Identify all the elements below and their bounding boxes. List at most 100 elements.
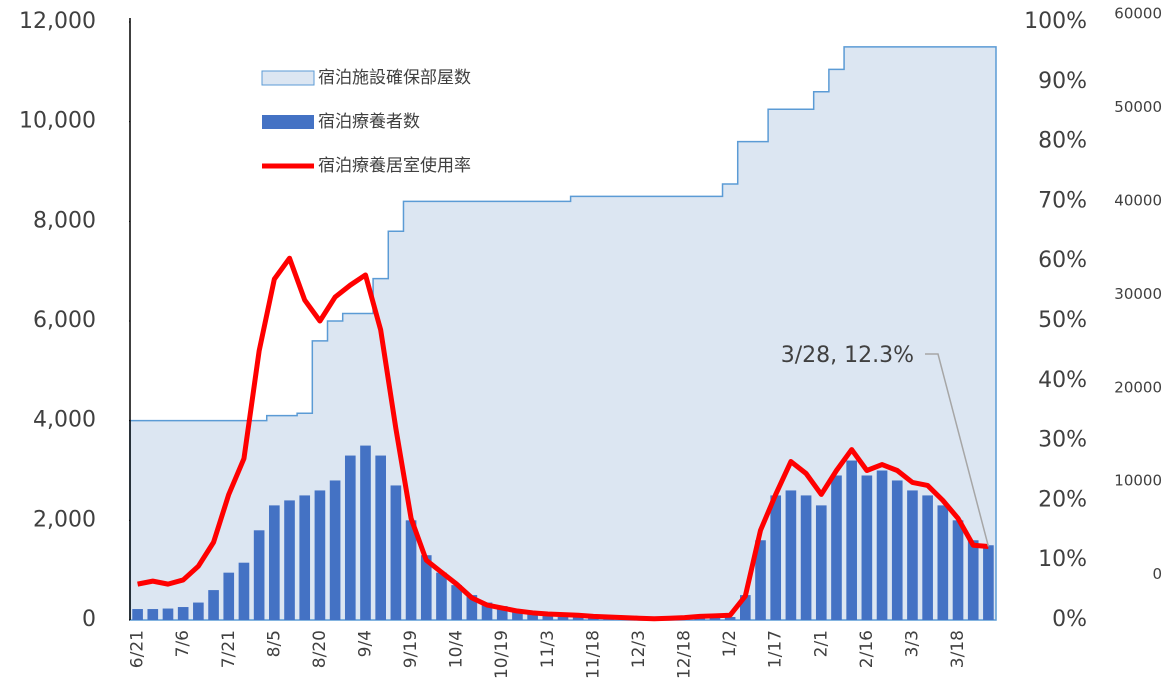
y2-tick-label: 80% <box>1038 129 1087 154</box>
bar <box>922 495 933 620</box>
bar <box>588 618 599 620</box>
bar <box>253 530 265 620</box>
bar <box>208 590 219 620</box>
bar <box>299 495 311 620</box>
bar <box>344 455 356 620</box>
legend-label: 宿泊療養者数 <box>318 112 420 132</box>
bar <box>451 585 462 620</box>
y3-tick-label: 20000 <box>1114 378 1162 396</box>
x-tick-label: 3/18 <box>948 630 968 668</box>
legend-swatch <box>261 70 315 86</box>
bar <box>390 485 402 620</box>
bar <box>193 602 204 620</box>
y-tick-label: 10,000 <box>19 109 96 134</box>
y2-tick-label: 70% <box>1038 188 1087 213</box>
x-tick-label: 12/18 <box>675 630 695 679</box>
x-tick-label: 1/2 <box>720 630 740 657</box>
annotation: 3/28, 12.3% <box>781 343 914 368</box>
y3-tick-label: 10000 <box>1114 472 1162 490</box>
x-tick-label: 11/3 <box>538 630 558 668</box>
bar <box>496 606 508 620</box>
bar <box>694 618 706 620</box>
bar <box>420 555 432 620</box>
y2-tick-label: 60% <box>1038 248 1087 273</box>
bar <box>527 613 538 620</box>
y2-tick-label: 100% <box>1024 9 1087 34</box>
x-tick-label: 6/21 <box>128 630 148 668</box>
y2-tick-label: 90% <box>1038 69 1087 94</box>
x-tick-label: 8/5 <box>264 630 284 657</box>
legend-swatch <box>262 115 314 129</box>
bar <box>572 617 584 620</box>
y-tick-label: 6,000 <box>33 308 96 333</box>
x-tick-label: 10/19 <box>492 630 512 679</box>
y2-tick-label: 50% <box>1038 308 1087 333</box>
bar <box>405 520 417 620</box>
bar <box>223 572 235 620</box>
bar <box>709 617 721 620</box>
y-tick-label: 8,000 <box>33 208 96 233</box>
x-tick-label: 10/4 <box>447 630 467 668</box>
y2-tick-label: 30% <box>1038 428 1087 453</box>
bar <box>861 475 873 620</box>
x-tick-label: 2/1 <box>811 630 831 657</box>
x-tick-label: 12/3 <box>629 630 649 668</box>
y2-tick-label: 0% <box>1052 607 1087 632</box>
bar <box>967 540 979 620</box>
bar <box>755 540 766 620</box>
bar <box>147 609 159 620</box>
rate-line <box>137 255 989 622</box>
x-tick-label: 7/21 <box>219 630 239 668</box>
bar <box>375 455 387 620</box>
y2-tick-label: 20% <box>1038 487 1087 512</box>
bar <box>542 616 554 620</box>
bar <box>329 480 341 620</box>
bar <box>466 595 478 620</box>
y3-tick-label: 50000 <box>1114 98 1162 116</box>
annotation-leader <box>925 353 990 547</box>
bar <box>815 505 827 620</box>
x-tick-label: 3/3 <box>902 630 922 657</box>
bar <box>831 475 842 620</box>
y-tick-label: 2,000 <box>33 507 96 532</box>
bar <box>162 608 174 620</box>
x-tick-label: 9/4 <box>355 630 375 657</box>
bar <box>436 572 447 620</box>
y2-tick-label: 10% <box>1038 547 1087 572</box>
y3-tick-label: 30000 <box>1114 285 1162 303</box>
bar <box>238 562 250 620</box>
bar <box>739 595 751 620</box>
x-tick-label: 8/20 <box>310 630 330 668</box>
bar <box>177 607 189 620</box>
bar <box>800 495 812 620</box>
bar <box>770 495 782 620</box>
bar <box>481 602 493 620</box>
bar <box>983 545 994 620</box>
legend-label: 宿泊施設確保部屋数 <box>318 68 471 88</box>
y3-tick-label: 40000 <box>1114 191 1162 209</box>
y2-tick-label: 40% <box>1038 368 1087 393</box>
x-tick-label: 9/19 <box>401 630 421 668</box>
y-tick-label: 12,000 <box>19 9 96 34</box>
y3-tick-label: 60000 <box>1114 5 1162 23</box>
y-tick-label: 4,000 <box>33 408 96 433</box>
bar <box>360 445 371 620</box>
bar <box>557 617 569 620</box>
bar <box>314 490 326 620</box>
bar <box>846 460 857 620</box>
bar <box>876 470 888 620</box>
y3-tick-label: 0 <box>1152 565 1162 583</box>
bar <box>269 505 280 620</box>
x-tick-label: 7/6 <box>173 630 193 657</box>
bar <box>952 520 964 620</box>
y-tick-label: 0 <box>82 607 96 632</box>
bar <box>724 617 736 620</box>
bar <box>907 490 918 620</box>
bar <box>785 490 797 620</box>
x-tick-label: 1/17 <box>766 630 786 668</box>
x-tick-label: 2/16 <box>857 630 877 668</box>
bar <box>891 480 903 620</box>
bar <box>284 500 295 620</box>
bar <box>132 609 143 620</box>
